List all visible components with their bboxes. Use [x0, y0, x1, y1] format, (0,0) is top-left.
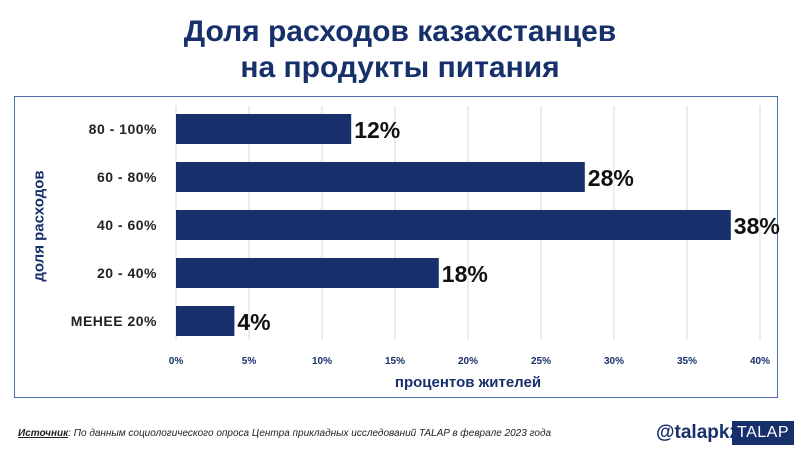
x-tick-label: 20% [458, 356, 478, 367]
data-label: 4% [237, 309, 270, 335]
x-tick-label: 0% [169, 356, 184, 367]
x-axis-label: процентов жителей [394, 374, 542, 391]
bar [176, 210, 731, 240]
bar [176, 258, 439, 288]
data-label: 38% [734, 213, 780, 239]
bar [176, 306, 235, 336]
y-axis-label: доля расходов [30, 170, 48, 282]
category-label: 40 - 60% [97, 217, 157, 233]
category-label: 80 - 100% [89, 121, 157, 137]
chart-title: Доля расходов казахстанцев на продукты п… [0, 14, 800, 86]
data-label: 12% [354, 117, 400, 143]
data-label: 18% [442, 261, 488, 287]
category-label: 20 - 40% [97, 265, 157, 281]
data-label: 28% [588, 165, 634, 191]
title-line-1: Доля расходов казахстанцев [183, 15, 617, 48]
category-label: МЕНЕЕ 20% [71, 313, 157, 329]
x-tick-label: 35% [677, 356, 697, 367]
chart-frame [14, 96, 778, 398]
source-text: : По данным социологического опроса Цент… [68, 428, 552, 439]
x-tick-label: 25% [531, 356, 551, 367]
x-tick-label: 30% [604, 356, 624, 367]
title-line-2: на продукты питания [240, 51, 560, 84]
x-tick-label: 5% [242, 356, 257, 367]
bar [176, 162, 585, 192]
brand-logo: TALAP [732, 421, 794, 445]
bar [176, 114, 352, 144]
x-tick-label: 40% [750, 356, 770, 367]
source-note: Источник: По данным социологического опр… [18, 428, 551, 439]
category-label: 60 - 80% [97, 169, 157, 185]
social-handle: @talapkz [656, 422, 739, 443]
source-label: Источник [18, 428, 69, 439]
x-tick-label: 10% [312, 356, 332, 367]
x-tick-label: 15% [385, 356, 405, 367]
